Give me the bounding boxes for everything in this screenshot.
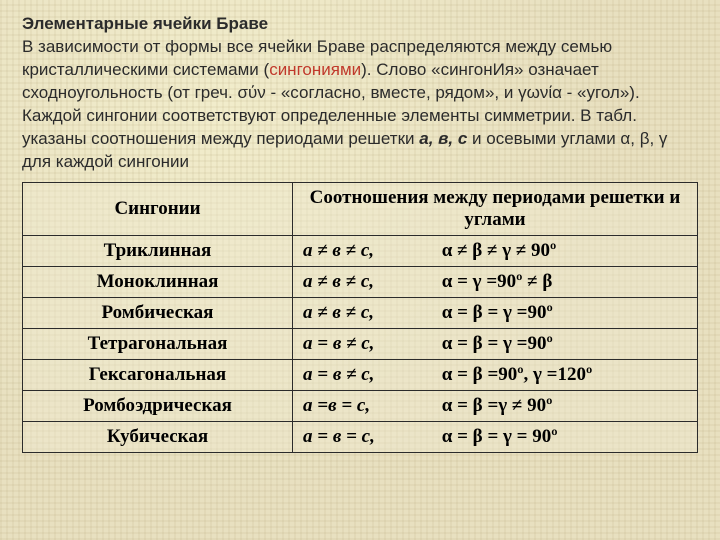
table-header-syngony: Сингонии — [23, 182, 293, 235]
table-header-row: Сингонии Соотношения между периодами реш… — [23, 182, 698, 235]
syngony-name: Тетрагональная — [23, 328, 293, 359]
periods: а = в ≠ с, — [303, 333, 423, 355]
syngony-table: Сингонии Соотношения между периодами реш… — [22, 182, 698, 453]
table-row: Моноклинная а ≠ в ≠ с, α = γ =90º ≠ β — [23, 266, 698, 297]
table-row: Гексагональная а = в ≠ с, α = β =90º, γ … — [23, 359, 698, 390]
intro-paragraph: В зависимости от формы все ячейки Браве … — [22, 36, 698, 174]
syngony-name: Гексагональная — [23, 359, 293, 390]
angles: α = β = γ =90º — [442, 302, 553, 323]
periods: а ≠ в ≠ с, — [303, 271, 423, 293]
page-title: Элементарные ячейки Браве — [22, 14, 698, 34]
table-row: Ромбическая а ≠ в ≠ с, α = β = γ =90º — [23, 297, 698, 328]
angles: α = β =90º, γ =120º — [442, 364, 593, 385]
table-row: Ромбоэдрическая а =в = с, α = β =γ ≠ 90º — [23, 390, 698, 421]
syngony-name: Триклинная — [23, 235, 293, 266]
syngony-relation: а ≠ в ≠ с, α = γ =90º ≠ β — [293, 266, 698, 297]
table-row: Кубическая а = в = с, α = β = γ = 90º — [23, 421, 698, 452]
angles: α ≠ β ≠ γ ≠ 90º — [442, 240, 557, 261]
periods: а = в ≠ с, — [303, 364, 423, 386]
syngony-relation: а = в ≠ с, α = β = γ =90º — [293, 328, 698, 359]
angles: α = β = γ =90º — [442, 333, 553, 354]
syngony-name: Моноклинная — [23, 266, 293, 297]
table-row: Тетрагональная а = в ≠ с, α = β = γ =90º — [23, 328, 698, 359]
syngony-relation: а ≠ в ≠ с, α ≠ β ≠ γ ≠ 90º — [293, 235, 698, 266]
angles: α = β =γ ≠ 90º — [442, 395, 553, 416]
syngony-relation: а = в ≠ с, α = β =90º, γ =120º — [293, 359, 698, 390]
syngony-relation: а ≠ в ≠ с, α = β = γ =90º — [293, 297, 698, 328]
syngony-relation: а =в = с, α = β =γ ≠ 90º — [293, 390, 698, 421]
syngony-name: Кубическая — [23, 421, 293, 452]
angles: α = β = γ = 90º — [442, 426, 558, 447]
syngony-name: Ромбоэдрическая — [23, 390, 293, 421]
periods: а ≠ в ≠ с, — [303, 240, 423, 262]
periods: а =в = с, — [303, 395, 423, 417]
angles: α = γ =90º ≠ β — [442, 271, 553, 292]
periods: а = в = с, — [303, 426, 423, 448]
periods: а ≠ в ≠ с, — [303, 302, 423, 324]
table-row: Триклинная а ≠ в ≠ с, α ≠ β ≠ γ ≠ 90º — [23, 235, 698, 266]
syngony-relation: а = в = с, α = β = γ = 90º — [293, 421, 698, 452]
table-header-relations: Соотношения между периодами решетки и уг… — [293, 182, 698, 235]
para-highlight: сингониями — [269, 60, 361, 79]
syngony-name: Ромбическая — [23, 297, 293, 328]
lattice-vars: а, в, с — [419, 129, 467, 148]
